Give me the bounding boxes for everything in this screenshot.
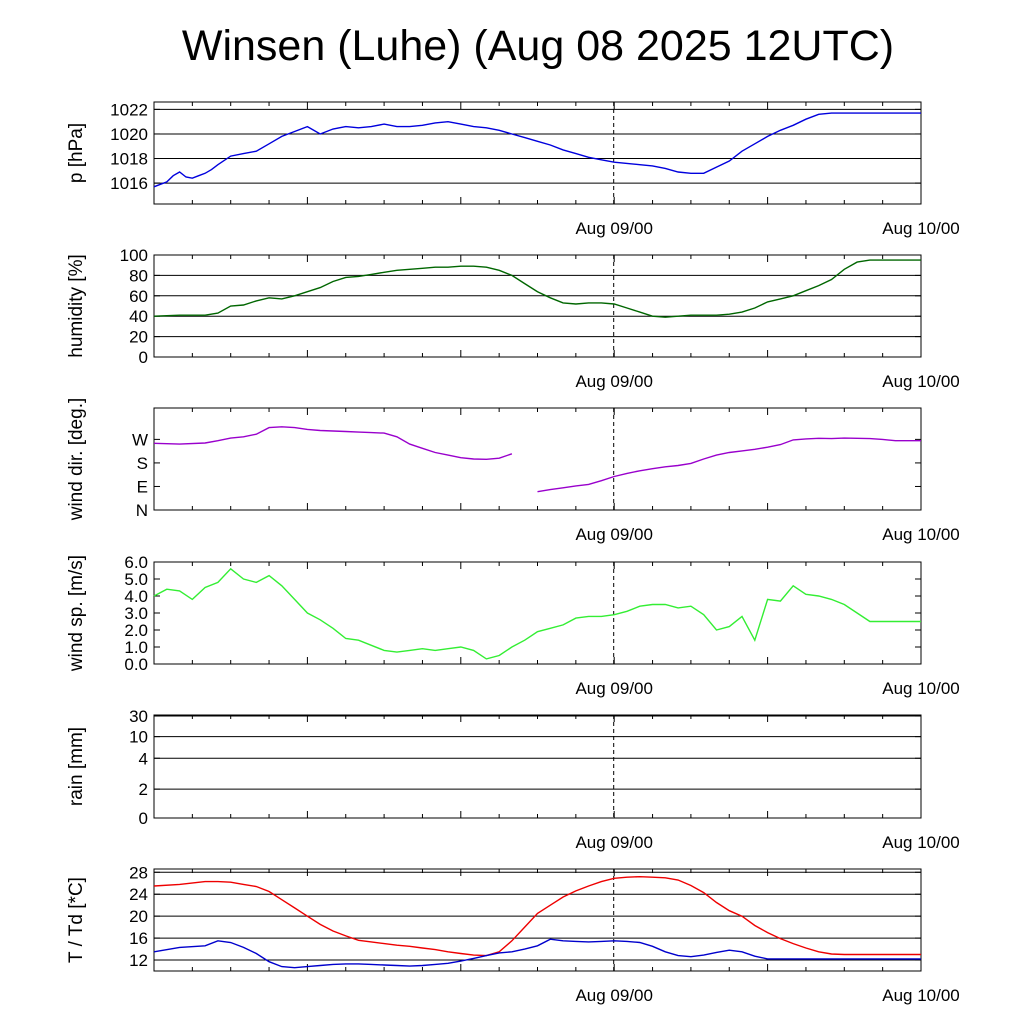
x-tick-label: Aug 09/00 (575, 679, 653, 698)
y-tick-label: 1018 (110, 150, 148, 169)
x-tick-label: Aug 10/00 (882, 219, 960, 238)
y-tick-label: 5.0 (124, 570, 148, 589)
x-tick-label: Aug 10/00 (882, 986, 960, 1005)
y-tick-label: 3.0 (124, 604, 148, 623)
y-tick-label: 0 (139, 809, 148, 828)
series-line (153, 875, 921, 957)
panel-frame (153, 714, 922, 819)
series-line (153, 567, 921, 660)
y-axis-label: p [hPa] (66, 123, 87, 183)
y-tick-label: 6.0 (124, 553, 148, 572)
x-tick-label: Aug 09/00 (575, 372, 653, 391)
panel-frame (153, 254, 922, 358)
y-tick-label: 1.0 (124, 638, 148, 657)
y-axis-label: humidity [%] (66, 254, 87, 357)
y-tick-label: 20 (129, 328, 148, 347)
x-tick-label: Aug 09/00 (575, 833, 653, 852)
y-tick-label: W (132, 430, 148, 449)
y-tick-label: 4.0 (124, 587, 148, 606)
panel-frame (153, 868, 922, 972)
y-tick-label: S (137, 454, 148, 473)
y-tick-label: 30 (129, 707, 148, 726)
y-tick-label: 0 (139, 348, 148, 367)
y-tick-label: 0.0 (124, 655, 148, 674)
x-tick-label: Aug 10/00 (882, 372, 960, 391)
series-line (153, 112, 921, 188)
y-tick-label: 4 (139, 749, 148, 768)
y-tick-label: 16 (129, 929, 148, 948)
panel-frame (153, 561, 922, 665)
y-tick-label: 12 (129, 951, 148, 970)
y-tick-label: 24 (129, 885, 148, 904)
y-tick-label: 2.0 (124, 621, 148, 640)
y-axis-label: rain [mm] (66, 727, 87, 806)
y-tick-label: 60 (129, 287, 148, 306)
series-line (153, 259, 921, 318)
panel-frame (153, 101, 922, 205)
y-tick-label: 2 (139, 780, 148, 799)
chart-title: Winsen (Luhe) (Aug 08 2025 12UTC) (181, 22, 895, 70)
x-tick-label: Aug 10/00 (882, 679, 960, 698)
y-tick-label: 40 (129, 307, 148, 326)
x-tick-label: Aug 09/00 (575, 219, 653, 238)
x-tick-label: Aug 10/00 (882, 525, 960, 544)
y-tick-label: E (137, 477, 148, 496)
y-axis-label: wind dir. [deg.] (66, 398, 87, 522)
x-tick-label: Aug 09/00 (575, 525, 653, 544)
y-tick-label: 80 (129, 266, 148, 285)
y-tick-label: 10 (129, 728, 148, 747)
y-tick-label: 20 (129, 907, 148, 926)
series-line (153, 938, 921, 969)
y-tick-label: 1022 (110, 100, 148, 119)
y-tick-label: 1020 (110, 125, 148, 144)
y-axis-label: T / Td [*C] (66, 877, 87, 963)
y-axis-label: wind sp. [m/s] (66, 555, 87, 672)
series-line (153, 426, 921, 493)
y-tick-label: 100 (120, 246, 148, 265)
x-tick-label: Aug 09/00 (575, 986, 653, 1005)
y-tick-label: N (136, 501, 148, 520)
x-tick-label: Aug 10/00 (882, 833, 960, 852)
panel-frame (153, 407, 922, 511)
y-tick-label: 1016 (110, 174, 148, 193)
y-tick-label: 28 (129, 863, 148, 882)
